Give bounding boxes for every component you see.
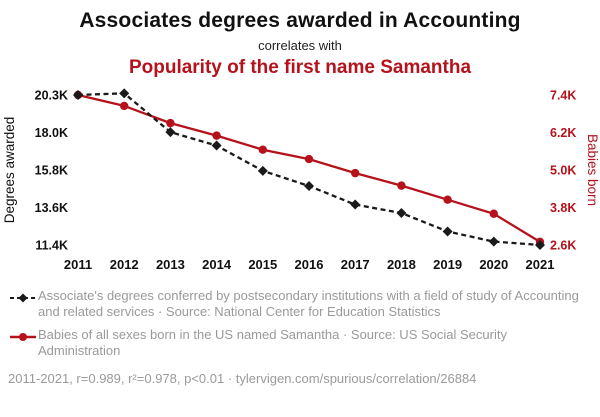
svg-text:6.2K: 6.2K xyxy=(550,126,576,140)
black-dashed-diamond-icon xyxy=(10,293,36,303)
legend-text-babies: Babies of all sexes born in the US named… xyxy=(38,326,507,358)
svg-text:3.8K: 3.8K xyxy=(550,201,576,215)
chart-header: Associates degrees awarded in Accounting… xyxy=(0,9,600,79)
red-line-circle-icon xyxy=(10,332,36,341)
svg-text:2012: 2012 xyxy=(110,257,139,272)
svg-text:2013: 2013 xyxy=(156,257,185,272)
legend-item-degrees: Associate's degrees conferred by postsec… xyxy=(8,288,590,320)
legend-item-babies: Babies of all sexes born in the US named… xyxy=(8,327,590,359)
svg-text:2.6K: 2.6K xyxy=(550,239,576,253)
svg-text:20.3K: 20.3K xyxy=(35,89,68,103)
svg-text:2016: 2016 xyxy=(295,257,324,272)
svg-text:Babies born: Babies born xyxy=(585,134,600,206)
footer-stats: 2011-2021, r=0.989, r²=0.978, p<0.01 · t… xyxy=(8,371,477,387)
svg-text:2019: 2019 xyxy=(433,257,462,272)
svg-text:Degrees awarded: Degrees awarded xyxy=(2,117,17,224)
svg-text:18.0K: 18.0K xyxy=(35,126,68,140)
svg-text:2014: 2014 xyxy=(202,257,232,272)
svg-text:15.8K: 15.8K xyxy=(35,164,68,178)
chart-area: 20.3K 18.0K 15.8K 13.6K 11.4K 7.4K 6.2K 5.0K 3.8… xyxy=(0,81,600,282)
svg-text:7.4K: 7.4K xyxy=(550,89,576,103)
svg-text:2011: 2011 xyxy=(64,257,92,272)
svg-text:2020: 2020 xyxy=(479,257,508,272)
svg-text:2021: 2021 xyxy=(526,257,555,272)
title-connector: correlates with xyxy=(258,38,342,53)
chart-svg: 20.3K 18.0K 15.8K 13.6K 11.4K 7.4K 6.2K 5.0K 3.8… xyxy=(2,88,600,272)
svg-text:11.4K: 11.4K xyxy=(35,239,68,253)
page-title: Associates degrees awarded in Accounting xyxy=(79,9,521,32)
legend: Associate's degrees conferred by postsec… xyxy=(0,282,600,358)
svg-text:5.0K: 5.0K xyxy=(550,164,576,178)
svg-text:2018: 2018 xyxy=(387,257,416,272)
svg-text:13.6K: 13.6K xyxy=(35,201,68,215)
svg-text:2017: 2017 xyxy=(341,257,370,272)
legend-text-degrees: Associate's degrees conferred by postsec… xyxy=(38,288,579,319)
title-subtitle: Popularity of the first name Samantha xyxy=(128,57,472,78)
svg-text:2015: 2015 xyxy=(248,257,277,272)
